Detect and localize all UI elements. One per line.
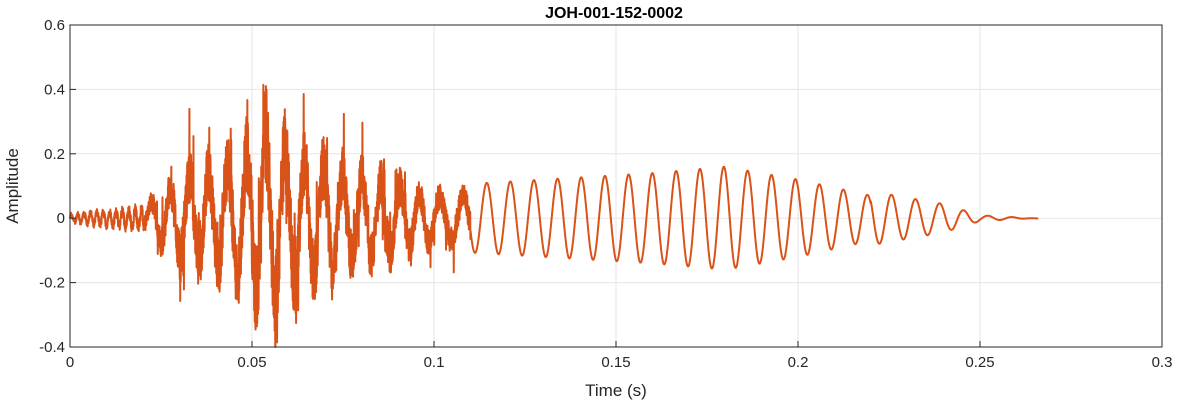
x-tick-label: 0.2 — [788, 354, 809, 371]
y-tick-label: 0.6 — [44, 17, 65, 34]
x-tick-label: 0.05 — [237, 354, 266, 371]
x-tick-label: 0.3 — [1152, 354, 1173, 371]
y-tick-label: -0.4 — [39, 339, 65, 356]
x-tick-label: 0.25 — [965, 354, 994, 371]
y-tick-label: 0 — [57, 210, 65, 227]
y-axis-label: Amplitude — [3, 148, 22, 224]
series-line — [69, 83, 1040, 348]
y-tick-label: 0.2 — [44, 146, 65, 163]
y-tick-label: -0.2 — [39, 275, 65, 292]
chart-title: JOH-001-152-0002 — [545, 5, 683, 22]
x-axis-label: Time (s) — [585, 381, 647, 400]
grid — [69, 24, 1163, 348]
x-tick-label: 0.1 — [424, 354, 445, 371]
x-tick-label: 0 — [66, 354, 74, 371]
x-tick-label: 0.15 — [601, 354, 630, 371]
y-tick-label: 0.4 — [44, 81, 65, 98]
y-axis: -0.4 -0.2 0 0.2 0.4 0.6 — [39, 17, 76, 356]
x-axis: 0 0.05 0.1 0.15 0.2 0.25 0.3 — [66, 341, 1173, 371]
plot-area — [69, 83, 1040, 348]
